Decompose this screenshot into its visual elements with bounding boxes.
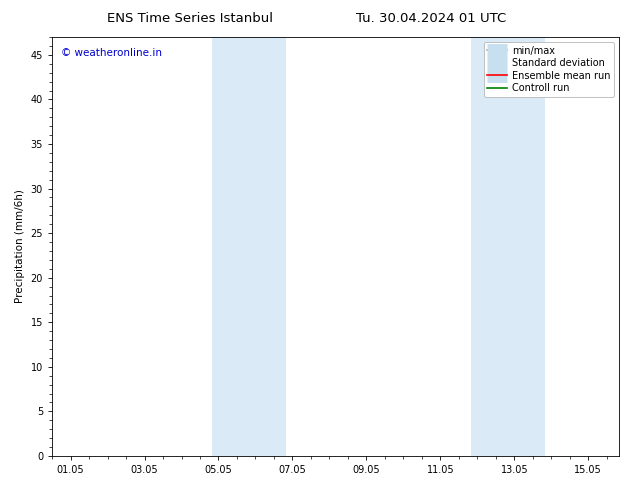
- Text: © weatheronline.in: © weatheronline.in: [61, 48, 162, 57]
- Bar: [212, 37, 286, 456]
- Bar: [471, 37, 545, 456]
- Text: ENS Time Series Istanbul: ENS Time Series Istanbul: [107, 12, 273, 25]
- Legend: min/max, Standard deviation, Ensemble mean run, Controll run: min/max, Standard deviation, Ensemble me…: [484, 42, 614, 97]
- Y-axis label: Precipitation (mm/6h): Precipitation (mm/6h): [15, 190, 25, 303]
- Text: Tu. 30.04.2024 01 UTC: Tu. 30.04.2024 01 UTC: [356, 12, 506, 25]
